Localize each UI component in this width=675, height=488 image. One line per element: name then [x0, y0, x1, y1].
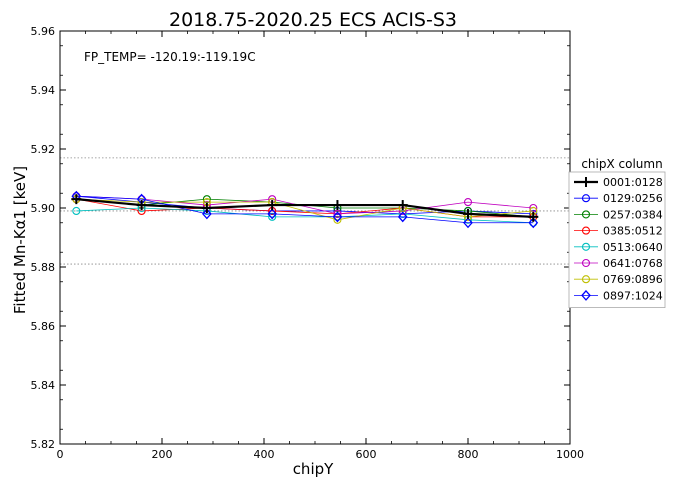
series-line-0513:0640: [76, 207, 534, 224]
data-point-0897:1024-7: [528, 217, 539, 229]
data-point-0001:0128-5: [397, 200, 408, 211]
series-0001:0128: [71, 194, 539, 222]
data-point-0769:0896-4: [333, 215, 342, 224]
data-point-0001:0128-6: [463, 208, 473, 219]
y-tick-label-3: 5.88: [31, 261, 56, 274]
y-axis-label: Fitted Mn-Kα1 [keV]: [11, 166, 29, 314]
legend-label-4: 0513:0640: [603, 241, 663, 254]
series-line-0897:1024: [76, 195, 534, 224]
legend-marker-5: [581, 258, 591, 268]
data-point-0001:0128-0: [71, 194, 82, 205]
data-point-0641:0768-6: [463, 198, 473, 207]
plot-frame: [59, 30, 571, 445]
data-point-0001:0128-7: [528, 211, 539, 222]
x-tick-label-5: 1000: [556, 448, 584, 461]
x-tick-label-1: 200: [152, 448, 173, 461]
series-line-0769:0896: [76, 198, 534, 221]
data-point-0897:1024-3: [267, 208, 278, 220]
y-tick-label-4: 5.90: [31, 202, 56, 215]
fp-temp-annotation: FP_TEMP= -120.19:-119.19C: [84, 50, 256, 64]
y-tick-label-0: 5.82: [31, 438, 56, 451]
legend-label-7: 0897:1024: [603, 289, 663, 302]
legend-label-0: 0001:0128: [603, 176, 663, 189]
x-axis-label: chipY: [293, 460, 334, 478]
data-point-0513:0640-3: [268, 212, 277, 221]
legend-label-6: 0769:0896: [603, 273, 663, 286]
legend-marker-1: [581, 194, 591, 203]
data-point-0897:1024-6: [463, 217, 473, 229]
plot-area: 0 200 400 600 800 1000 5.82 5.84 5.86 5.88 5.90 5.9…: [31, 25, 585, 461]
y-tick-label-1: 5.84: [31, 379, 56, 392]
legend-label-3: 0385:0512: [603, 225, 663, 238]
legend-marker-4: [581, 242, 591, 251]
data-point-0641:0768-7: [529, 203, 538, 213]
legend-label-2: 0257:0384: [603, 208, 663, 221]
legend-title: chipX column: [581, 157, 662, 171]
y-tick-label-6: 5.94: [31, 84, 56, 97]
data-point-0897:1024-2: [202, 208, 212, 220]
legend-marker-0: [581, 177, 591, 187]
x-tick-label-3: 600: [356, 448, 377, 461]
legend: chipX column 0001:0128 0129:0256 0257:0384…: [568, 157, 666, 309]
y-tick-label-2: 5.86: [31, 320, 56, 333]
data-point-0001:0128-2: [201, 203, 212, 213]
chart-title: 2018.75-2020.25 ECS ACIS-S3: [169, 9, 457, 31]
x-tick-label-4: 800: [458, 448, 479, 461]
y-tick-label-5: 5.92: [31, 143, 56, 156]
legend-marker-6: [581, 275, 591, 284]
legend-marker-3: [581, 226, 591, 235]
legend-marker-7: [581, 289, 591, 301]
data-point-0641:0768-4: [333, 209, 342, 218]
series-0897:1024: [71, 190, 539, 229]
legend-label-5: 0641:0768: [603, 257, 663, 270]
legend-label-1: 0129:0256: [603, 192, 663, 205]
data-point-0513:0640-5: [398, 209, 407, 218]
series-line-0001:0128: [76, 198, 534, 218]
data-point-0001:0128-3: [267, 200, 278, 211]
y-tick-label-7: 5.96: [31, 25, 56, 38]
series-line-0641:0768: [76, 195, 534, 215]
x-tick-label-2: 400: [254, 448, 275, 461]
data-point-0257:0384-2: [202, 195, 211, 204]
data-point-0513:0640-0: [72, 206, 81, 215]
data-point-0897:1024-5: [397, 211, 408, 223]
x-tick-label-0: 0: [57, 448, 64, 461]
legend-marker-2: [581, 210, 591, 219]
data-point-0001:0128-1: [136, 200, 147, 211]
data-point-0001:0128-4: [332, 200, 343, 211]
data-point-0897:1024-4: [332, 211, 343, 223]
